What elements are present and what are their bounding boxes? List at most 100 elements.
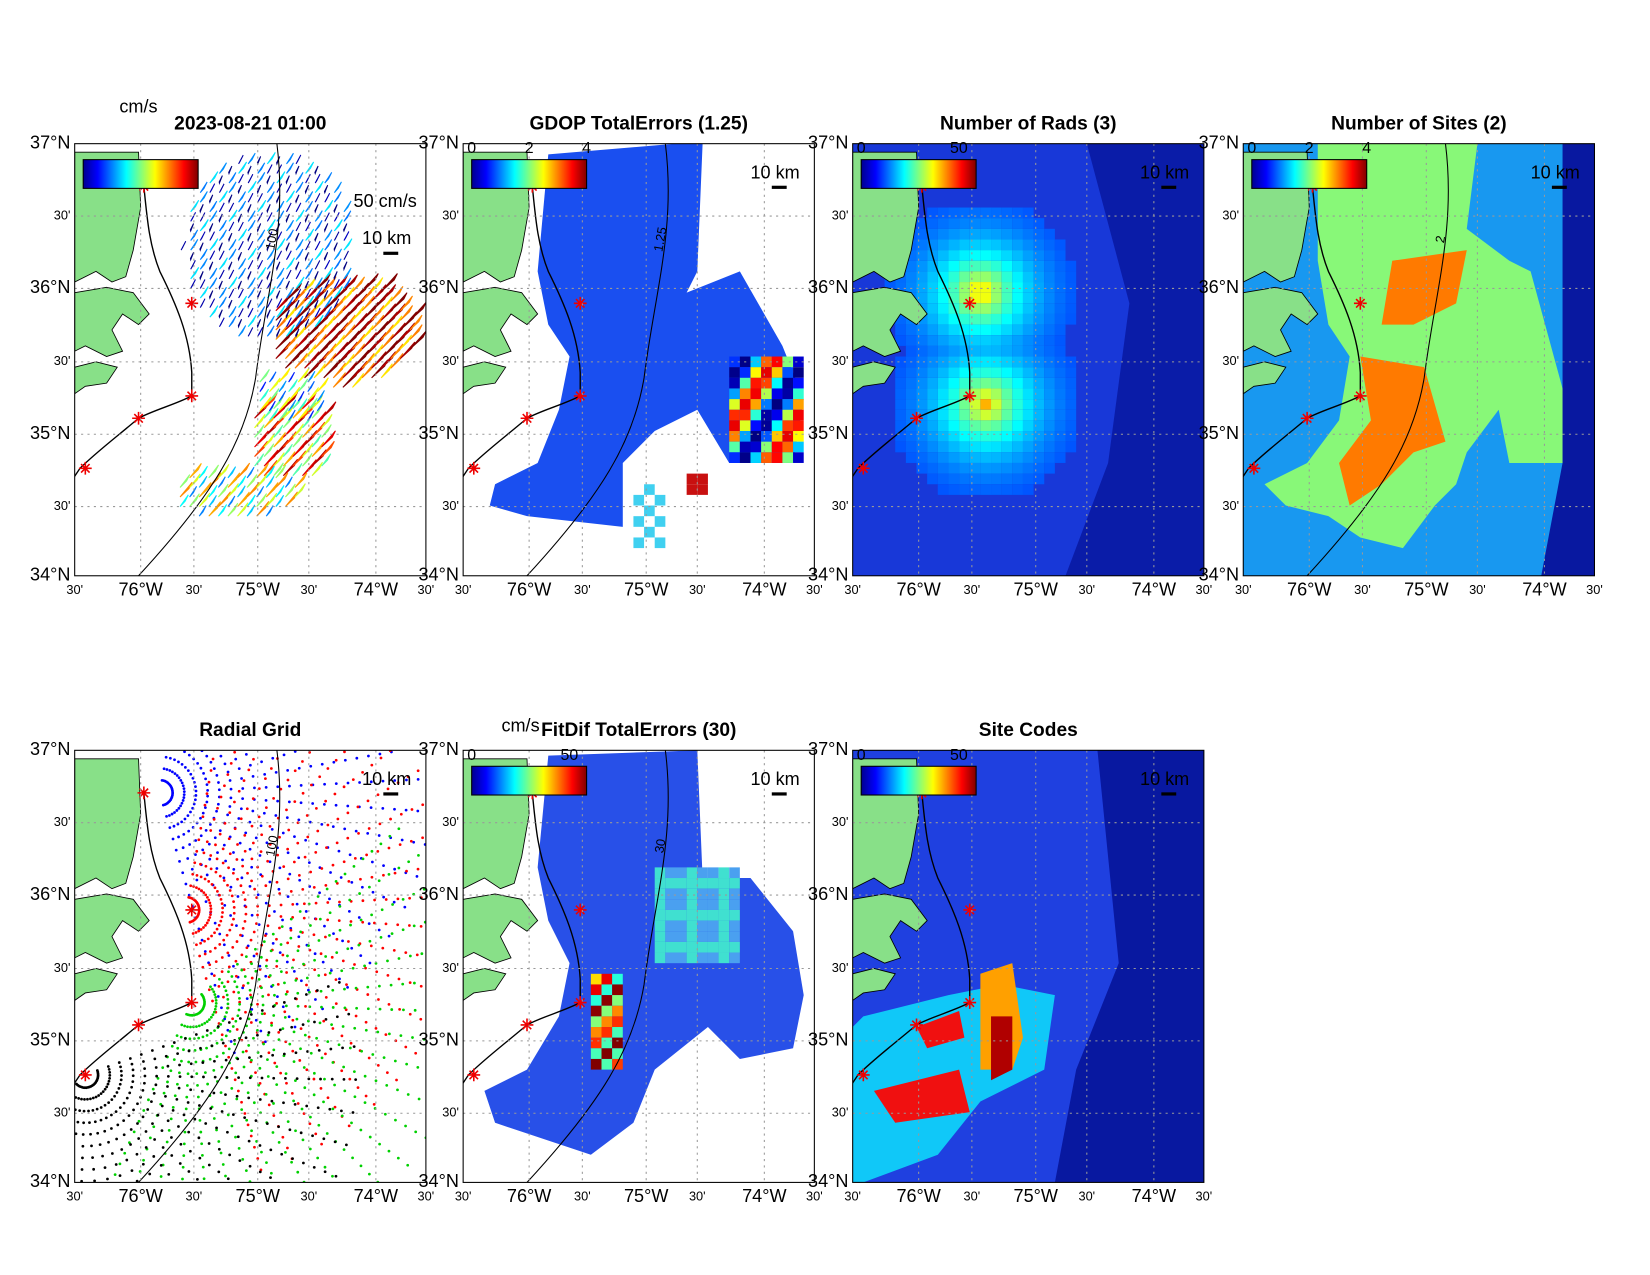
- field-cell: [1033, 303, 1045, 314]
- radial-grid-point: [267, 993, 270, 997]
- current-vector: [238, 288, 244, 299]
- radial-grid-point: [159, 1163, 163, 1167]
- current-vector: [180, 241, 187, 251]
- lat-label: 30': [54, 353, 71, 368]
- field-cell: [916, 388, 928, 400]
- field-cell: [1033, 292, 1045, 304]
- current-vector: [198, 475, 208, 488]
- field-cell: [1001, 282, 1013, 293]
- current-vector: [390, 292, 408, 312]
- radial-grid-point: [253, 786, 256, 790]
- current-vector: [218, 296, 227, 308]
- field-cell: [601, 1005, 613, 1017]
- radial-grid-point: [278, 892, 282, 895]
- current-vector: [324, 267, 334, 280]
- field-cell: [948, 260, 960, 272]
- radial-grid-point: [209, 913, 212, 917]
- radial-grid-point: [180, 1059, 183, 1063]
- field-cell: [927, 335, 938, 346]
- radial-grid-point: [187, 1130, 191, 1134]
- radial-grid-point: [94, 1095, 98, 1099]
- radial-grid-point: [186, 1084, 189, 1087]
- radial-grid-point: [156, 1113, 160, 1117]
- radial-grid-point: [301, 760, 304, 763]
- field-cell: [590, 1048, 602, 1059]
- field-cell: [937, 250, 949, 261]
- radial-grid-point: [150, 1049, 154, 1052]
- current-vector: [314, 204, 319, 214]
- radial-grid-point: [165, 768, 169, 771]
- radial-grid-point: [217, 984, 221, 988]
- radial-grid-point: [287, 1015, 291, 1019]
- radial-grid-point: [278, 866, 282, 870]
- radial-grid-point: [353, 963, 356, 966]
- field-cell: [1044, 431, 1055, 442]
- radial-grid-point: [220, 956, 224, 959]
- field-cell: [969, 377, 981, 389]
- radial-grid-point: [264, 777, 267, 781]
- radial-grid-point: [299, 1047, 302, 1051]
- current-vector: [247, 314, 257, 328]
- radial-grid-point: [244, 905, 248, 909]
- current-vector: [305, 295, 315, 308]
- radial-grid-point: [295, 1077, 299, 1081]
- radial-grid-point: [189, 1088, 193, 1092]
- current-vector: [228, 306, 237, 318]
- current-vector: [307, 397, 318, 412]
- radial-grid-point: [299, 1131, 303, 1135]
- field-cell: [905, 431, 917, 442]
- current-vector: [198, 492, 211, 507]
- current-vector: [247, 152, 256, 165]
- radial-grid-point: [244, 912, 248, 916]
- current-vector: [275, 485, 285, 498]
- radial-grid-point: [200, 938, 204, 942]
- field-cell: [948, 324, 960, 336]
- field-cell: [707, 899, 719, 910]
- radial-grid-point: [268, 974, 272, 977]
- radial-grid-point: [324, 799, 328, 803]
- radial-grid-point: [218, 932, 222, 936]
- radial-grid-point: [154, 1066, 158, 1069]
- field-cell: [1012, 462, 1023, 474]
- radial-grid-point: [197, 838, 201, 842]
- current-vector: [295, 248, 304, 261]
- radial-grid-point: [166, 1064, 170, 1068]
- field-cell: [612, 984, 623, 996]
- radial-grid-point: [241, 864, 245, 868]
- radial-grid-point: [89, 1097, 92, 1101]
- radial-grid-point: [237, 767, 241, 771]
- current-vector: [228, 232, 233, 243]
- lat-label: 36°N: [30, 277, 70, 297]
- radial-grid-point: [181, 846, 185, 850]
- radial-grid-point: [182, 790, 186, 793]
- radial-grid-point: [340, 1034, 344, 1038]
- current-vector: [237, 475, 247, 488]
- current-vector: [276, 238, 286, 251]
- radial-grid-point: [276, 785, 280, 789]
- colorbar-tick: 0: [857, 747, 866, 764]
- lat-label: 36°N: [808, 884, 848, 904]
- radial-grid-point: [215, 857, 219, 861]
- field-cell: [916, 335, 928, 346]
- field-cell: [927, 388, 938, 400]
- radial-grid-point: [334, 758, 338, 762]
- radial-grid-point: [215, 1128, 218, 1132]
- radial-grid-point: [347, 909, 351, 913]
- radial-grid-point: [166, 1075, 170, 1078]
- field-cell: [771, 431, 783, 442]
- radial-grid-point: [107, 1079, 111, 1083]
- field-cell: [729, 431, 740, 442]
- current-vector: [352, 373, 365, 388]
- current-vector: [227, 466, 237, 479]
- radial-grid-point: [80, 1168, 84, 1171]
- radial-grid-point: [180, 762, 184, 766]
- radial-grid-point: [342, 785, 346, 789]
- lon-label: 30': [689, 1189, 706, 1204]
- radial-grid-point: [278, 951, 282, 955]
- field-cell: [1001, 207, 1013, 219]
- field-cell: [1065, 303, 1077, 314]
- radial-grid-point: [347, 1124, 351, 1128]
- radial-grid-point: [288, 872, 292, 876]
- radial-grid-point: [292, 1099, 295, 1103]
- radial-grid-point: [241, 1158, 245, 1161]
